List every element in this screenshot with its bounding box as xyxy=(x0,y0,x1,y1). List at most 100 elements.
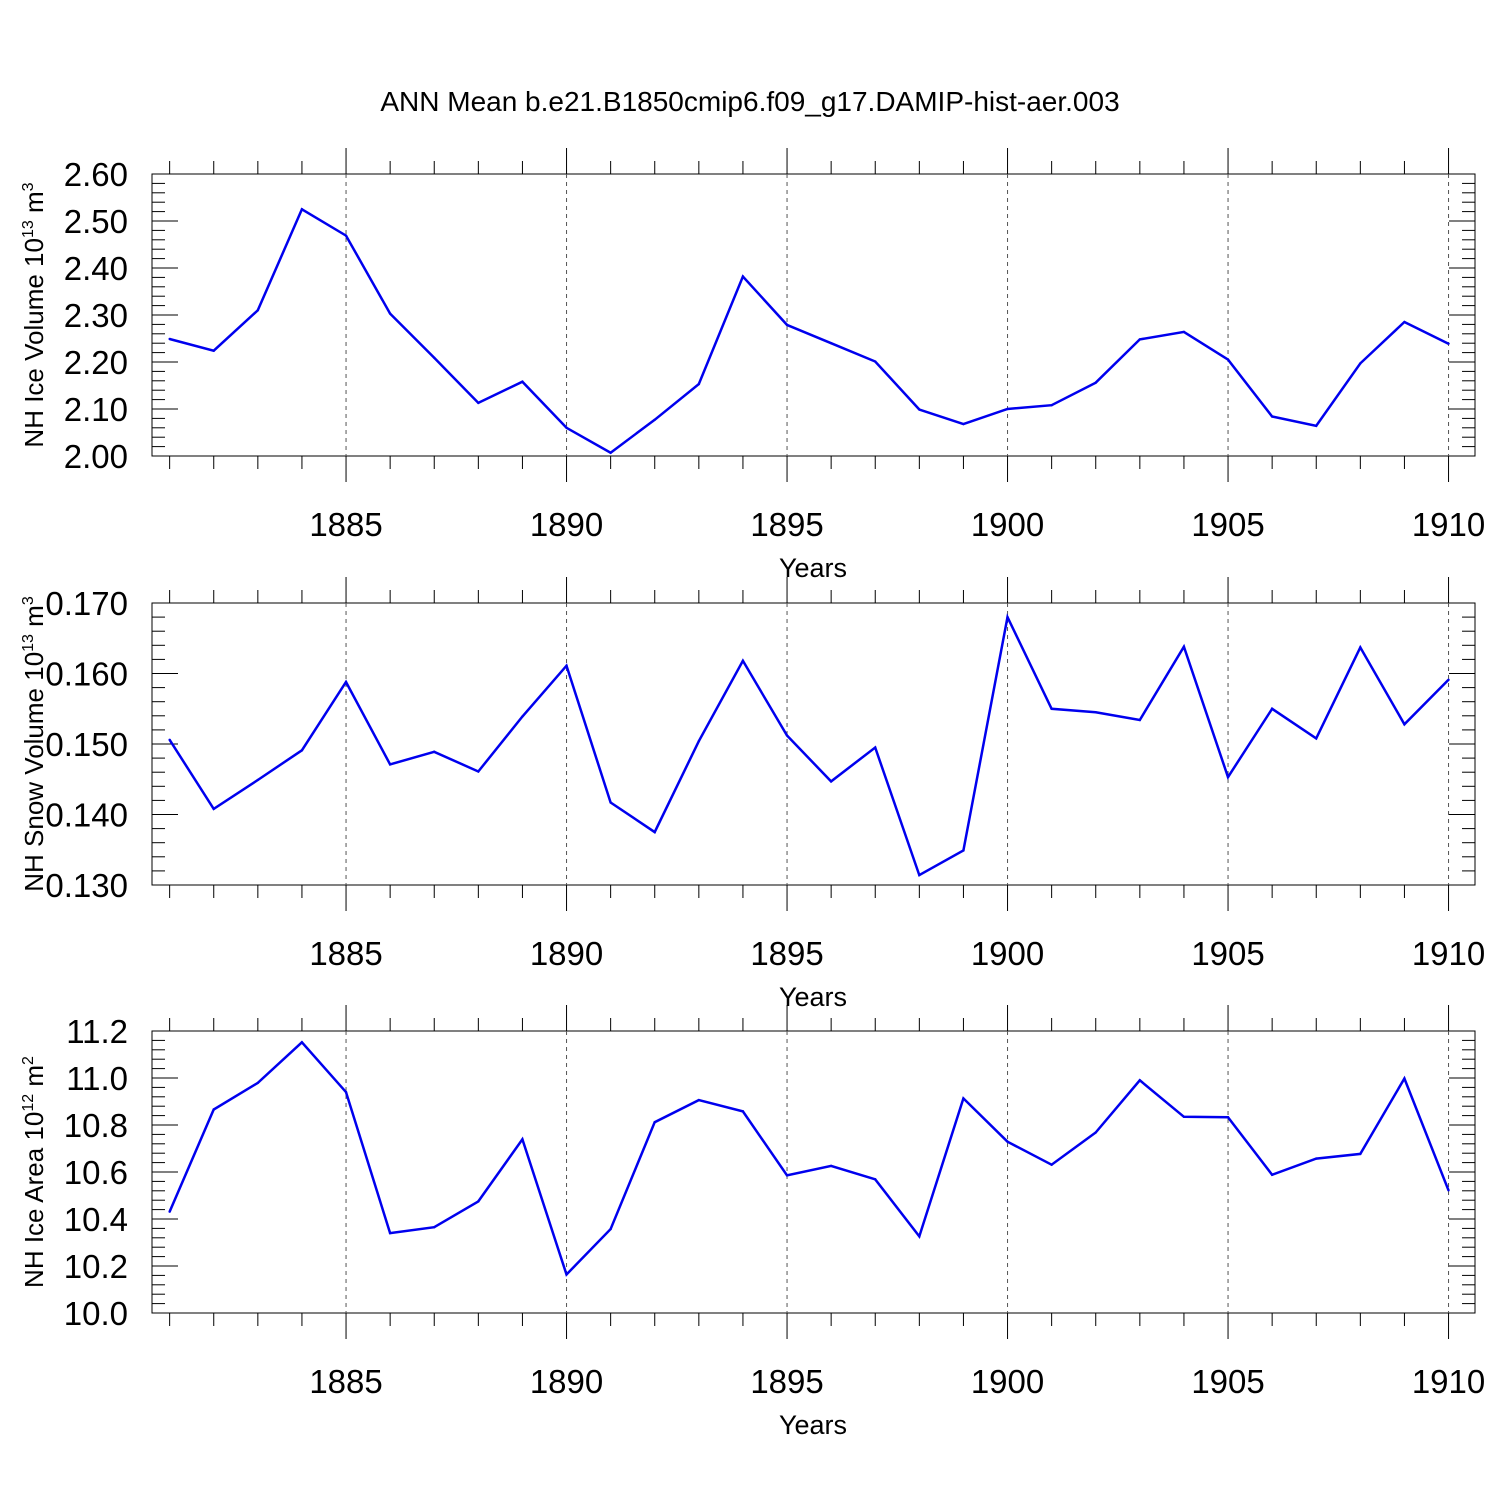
data-point xyxy=(1403,1077,1406,1080)
data-point xyxy=(256,309,260,312)
y-tick-label: 10.0 xyxy=(64,1295,128,1332)
data-point xyxy=(1359,646,1362,649)
data-point xyxy=(1050,707,1053,710)
x-tick-label: 1905 xyxy=(1191,935,1264,972)
data-point xyxy=(1094,711,1097,714)
data-point xyxy=(212,1108,215,1111)
data-point xyxy=(962,422,965,426)
data-point xyxy=(1006,407,1009,411)
data-point xyxy=(1447,678,1450,682)
data-point xyxy=(741,659,745,663)
data-point xyxy=(433,750,436,753)
data-point xyxy=(918,873,921,877)
data-point xyxy=(874,746,877,749)
y-tick-label: 2.00 xyxy=(64,438,128,475)
data-point xyxy=(477,401,480,405)
data-point xyxy=(521,380,524,383)
data-point xyxy=(1182,330,1186,334)
x-tick-label: 1910 xyxy=(1412,506,1485,543)
x-tick-label: 1885 xyxy=(309,1363,382,1400)
x-tick-label: 1890 xyxy=(530,506,603,543)
x-axis-label: Years xyxy=(779,553,847,583)
data-point xyxy=(256,778,260,782)
data-point xyxy=(168,1210,171,1213)
data-point xyxy=(962,1097,965,1100)
data-point xyxy=(344,1090,348,1094)
data-point xyxy=(653,1120,656,1124)
chart-panel-3: 10.0 10.2 10.4 10.6 10.8 11.0 11.2 1885 1890 1895… xyxy=(19,1005,1485,1440)
data-point xyxy=(697,1098,701,1102)
data-point xyxy=(168,738,171,741)
x-tick-label: 1900 xyxy=(971,1363,1044,1400)
data-point xyxy=(344,680,348,684)
data-point xyxy=(565,664,568,667)
chart-title: ANN Mean b.e21.B1850cmip6.f09_g17.DAMIP-… xyxy=(380,86,1119,117)
data-point xyxy=(1447,342,1450,345)
x-tick-label: 1905 xyxy=(1191,1363,1264,1400)
data-point xyxy=(1182,645,1186,648)
y-tick-label: 2.20 xyxy=(64,344,128,381)
data-point xyxy=(697,739,701,743)
data-point xyxy=(609,1227,612,1231)
y-tick-label: 0.170 xyxy=(45,585,128,622)
chart-panel-2: 0.130 0.140 0.150 0.160 0.170 1885 1890 1895 190… xyxy=(19,577,1485,1012)
data-point xyxy=(1006,1140,1009,1143)
data-point xyxy=(344,234,348,237)
y-tick-label: 2.60 xyxy=(64,156,128,193)
data-point xyxy=(212,807,215,811)
data-point xyxy=(300,1041,304,1044)
y-axis-label: NH Ice Volume 1013 m3 xyxy=(19,182,49,447)
data-point xyxy=(477,1200,480,1203)
x-tick-label: 1890 xyxy=(530,1363,603,1400)
y-tick-label: 2.40 xyxy=(64,250,128,287)
y-axis-label: NH Ice Area 1012 m2 xyxy=(19,1056,49,1288)
x-axis-label: Years xyxy=(779,982,847,1012)
x-tick-label: 1900 xyxy=(971,506,1044,543)
data-point xyxy=(874,360,877,363)
data-point xyxy=(1094,1131,1097,1134)
plot-frame xyxy=(151,173,1476,457)
x-tick-label: 1885 xyxy=(309,935,382,972)
data-point xyxy=(1359,362,1362,365)
data-point xyxy=(1226,1116,1230,1119)
data-point xyxy=(1447,1189,1450,1192)
data-point xyxy=(1270,707,1274,710)
y-tick-label: 10.4 xyxy=(64,1201,128,1238)
data-point xyxy=(565,1273,568,1276)
data-point xyxy=(609,451,612,454)
x-tick-label: 1900 xyxy=(971,935,1044,972)
y-tick-label: 11.0 xyxy=(66,1060,128,1097)
y-tick-label: 2.50 xyxy=(64,203,128,240)
data-point xyxy=(300,208,304,211)
y-tick-label: 0.160 xyxy=(45,656,128,693)
y-tick-label: 11.2 xyxy=(66,1013,128,1050)
data-point xyxy=(1138,1079,1142,1082)
chart-panel-1: 2.00 2.10 2.20 2.30 2.40 2.50 2.60 1885 1890 1895… xyxy=(19,148,1485,583)
y-tick-label: 2.10 xyxy=(64,391,128,428)
data-point xyxy=(1094,381,1097,384)
y-tick-label: 0.150 xyxy=(45,726,128,763)
x-tick-label: 1890 xyxy=(530,935,603,972)
data-point xyxy=(256,1081,260,1085)
data-point xyxy=(697,382,701,386)
data-point xyxy=(785,323,789,327)
data-point xyxy=(1050,404,1053,407)
data-point xyxy=(1270,1173,1274,1177)
data-point xyxy=(1138,338,1142,341)
data-point xyxy=(918,408,921,411)
data-point xyxy=(521,715,524,718)
series-line xyxy=(168,1040,1450,1277)
data-point xyxy=(477,770,480,773)
x-tick-label: 1910 xyxy=(1412,935,1485,972)
data-point xyxy=(962,849,965,852)
series-line xyxy=(169,207,1450,455)
data-point xyxy=(918,1235,921,1238)
y-tick-label: 2.30 xyxy=(64,297,128,334)
y-tick-label: 10.2 xyxy=(64,1248,128,1285)
data-point xyxy=(388,1231,392,1235)
data-point xyxy=(653,418,656,422)
data-point xyxy=(1359,1152,1362,1156)
data-point xyxy=(168,337,171,341)
plot-frame xyxy=(151,602,1476,886)
